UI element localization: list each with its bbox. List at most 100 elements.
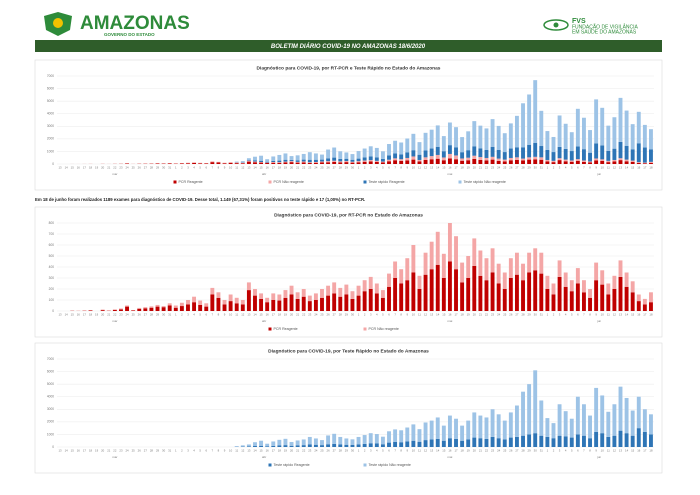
bar-segment <box>246 161 251 164</box>
x-tick-label: 21 <box>479 449 483 453</box>
chart-title: Diagnóstico para COVID-19, por RT-PCR e … <box>257 65 441 71</box>
x-tick-label: 28 <box>339 313 343 317</box>
x-tick-label: 5 <box>382 166 384 170</box>
bar-segment <box>149 306 154 308</box>
bar-segment <box>350 291 355 299</box>
x-tick-label: 6 <box>577 166 579 170</box>
bar-segment <box>649 414 653 435</box>
bar-segment <box>454 155 458 160</box>
bar-segment <box>393 261 398 278</box>
bar-segment <box>271 445 276 447</box>
x-tick-label: 1 <box>175 313 177 317</box>
bar-segment <box>618 430 623 447</box>
x-tick-label: 31 <box>168 166 172 170</box>
state-logo <box>44 12 72 36</box>
x-tick-label: 25 <box>503 166 507 170</box>
bar-segment <box>569 280 574 292</box>
x-tick-label: 2 <box>364 449 366 453</box>
bar-segment <box>283 290 288 298</box>
bar-segment <box>447 158 452 164</box>
bar-segment <box>259 293 264 299</box>
x-tick-label: 5 <box>199 166 201 170</box>
bar-segment <box>490 248 495 273</box>
x-tick-label: 2 <box>181 449 183 453</box>
bar-segment <box>344 294 349 311</box>
bar-segment <box>588 438 592 447</box>
bar-segment <box>612 404 617 436</box>
bar-segment <box>472 412 477 438</box>
bar-segment <box>222 162 227 164</box>
bar-segment <box>441 151 446 158</box>
x-tick-label: 16 <box>266 166 270 170</box>
bar-segment <box>374 283 379 294</box>
bar-segment <box>472 146 477 156</box>
bar-segment <box>460 440 465 447</box>
x-tick-label: 24 <box>314 166 318 170</box>
bar-segment <box>362 291 367 311</box>
bar-segment <box>533 248 538 271</box>
bar-segment <box>600 395 605 434</box>
x-tick-label: 15 <box>631 166 635 170</box>
x-tick-label: 18 <box>649 166 653 170</box>
x-tick-label: 10 <box>412 449 416 453</box>
bar-segment <box>594 280 599 311</box>
x-tick-label: 13 <box>619 166 623 170</box>
bar-segment <box>472 265 477 311</box>
x-tick-label: 17 <box>83 449 87 453</box>
x-tick-label: 19 <box>95 166 99 170</box>
bar-segment <box>88 310 93 311</box>
bar-segment <box>454 418 458 439</box>
bar-segment <box>569 437 574 447</box>
x-tick-label: 29 <box>345 313 349 317</box>
x-tick-label: 19 <box>467 166 471 170</box>
bar-segment <box>344 158 349 161</box>
bar-segment <box>563 159 568 162</box>
x-tick-label: 7 <box>394 166 396 170</box>
bar-segment <box>387 442 391 447</box>
x-tick-label: 19 <box>467 313 471 317</box>
bar-segment <box>350 439 355 445</box>
bar-segment <box>210 287 215 295</box>
bar-segment <box>447 415 452 439</box>
bar-segment <box>478 148 483 158</box>
bar-segment <box>320 440 324 446</box>
bar-segment <box>265 443 270 447</box>
x-tick-label: 18 <box>278 449 282 453</box>
bar-segment <box>612 275 617 289</box>
bar-segment <box>429 420 434 440</box>
x-tick-label: 30 <box>162 166 166 170</box>
x-tick-label: 27 <box>333 449 337 453</box>
bar-segment <box>362 161 367 164</box>
x-tick-label: 16 <box>77 166 81 170</box>
x-tick-label: 28 <box>521 449 525 453</box>
bar-segment <box>301 162 306 164</box>
bar-segment <box>454 236 458 270</box>
y-tick-label: 5000 <box>47 382 54 386</box>
bar-segment <box>234 163 239 164</box>
x-tick-label: 10 <box>229 313 233 317</box>
bar-segment <box>527 157 532 160</box>
x-group-label: abr <box>262 172 266 176</box>
x-tick-label: 17 <box>454 449 458 453</box>
x-group-label: jun <box>596 172 601 176</box>
bar-segment <box>630 435 635 447</box>
bar-segment <box>240 162 245 164</box>
bar-segment <box>289 159 294 162</box>
x-tick-label: 29 <box>156 166 160 170</box>
bar-segment <box>557 146 562 159</box>
x-tick-label: 28 <box>150 313 154 317</box>
y-tick-label: 0 <box>52 445 54 449</box>
bar-segment <box>478 125 483 149</box>
bar-segment <box>356 436 361 445</box>
bar-segment <box>514 147 519 158</box>
bar-segment <box>551 136 556 153</box>
bar-segment <box>380 151 385 159</box>
x-tick-label: 30 <box>351 449 355 453</box>
x-tick-label: 23 <box>491 313 495 317</box>
x-tick-label: 7 <box>583 313 585 317</box>
bar-segment <box>155 304 160 307</box>
x-tick-label: 2 <box>364 166 366 170</box>
bar-segment <box>338 161 343 163</box>
bar-segment <box>429 148 434 157</box>
x-tick-label: 21 <box>107 449 111 453</box>
